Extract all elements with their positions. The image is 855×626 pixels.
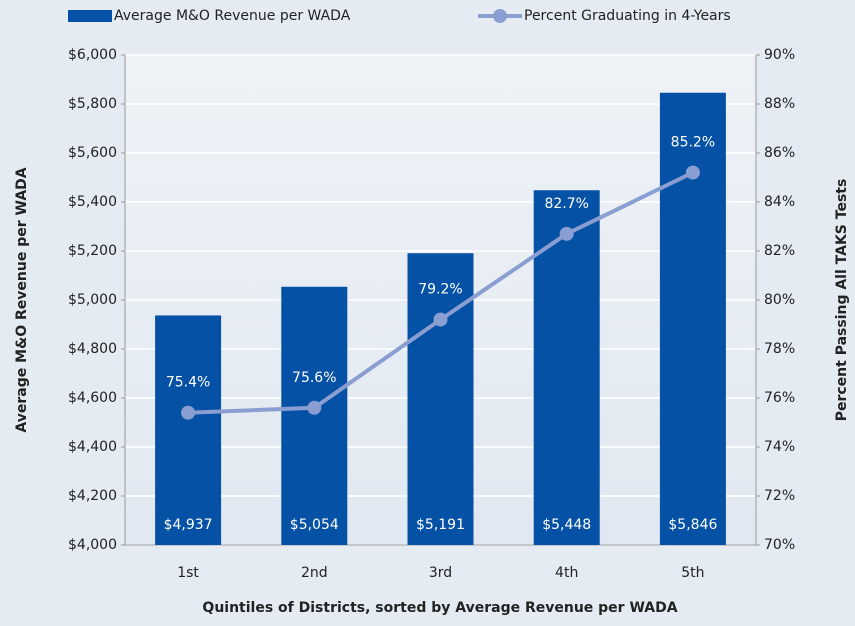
y-tick-label: $4,600 [68, 390, 117, 406]
line-value-label: 82.7% [544, 196, 588, 212]
y2-tick-label: 90% [764, 47, 795, 63]
line-value-label: 79.2% [418, 282, 462, 298]
y2-tick-label: 72% [764, 488, 795, 504]
bar-value-label: $5,191 [416, 517, 465, 533]
x-tick-label: 1st [177, 565, 199, 581]
bar [533, 190, 600, 546]
line-value-label: 75.4% [166, 375, 210, 391]
y2-tick-label: 70% [764, 537, 795, 553]
y-tick-label: $5,200 [68, 243, 117, 259]
legend-label: Percent Graduating in 4-Years [524, 8, 731, 24]
y-tick-label: $5,600 [68, 145, 117, 161]
x-tick-label: 5th [681, 565, 704, 581]
x-tick-label: 4th [555, 565, 578, 581]
y2-tick-label: 78% [764, 341, 795, 357]
y-tick-label: $5,000 [68, 292, 117, 308]
line-point [433, 312, 448, 327]
y-tick-label: $4,800 [68, 341, 117, 357]
legend-swatch [68, 10, 112, 22]
bar [659, 92, 726, 545]
bar-value-label: $4,937 [164, 517, 213, 533]
x-axis-title: Quintiles of Districts, sorted by Averag… [202, 600, 677, 616]
line-value-label: 85.2% [671, 135, 715, 151]
y2-tick-label: 74% [764, 439, 795, 455]
line-point [307, 400, 322, 415]
y-tick-label: $5,400 [68, 194, 117, 210]
y2-tick-label: 88% [764, 96, 795, 112]
bar-value-label: $5,846 [668, 517, 717, 533]
y-tick-label: $4,000 [68, 537, 117, 553]
line-value-label: 75.6% [292, 370, 336, 386]
bar [281, 286, 348, 545]
x-tick-label: 2nd [301, 565, 328, 581]
bar [407, 253, 474, 545]
line-point [559, 226, 574, 241]
legend-label: Average M&O Revenue per WADA [114, 8, 351, 24]
y-tick-label: $4,200 [68, 488, 117, 504]
line-point [685, 165, 700, 180]
y2-tick-label: 76% [764, 390, 795, 406]
y2-tick-label: 82% [764, 243, 795, 259]
y2-tick-label: 86% [764, 145, 795, 161]
legend-swatch [493, 9, 507, 23]
y-tick-label: $5,800 [68, 96, 117, 112]
y2-tick-label: 84% [764, 194, 795, 210]
x-tick-label: 3rd [429, 565, 452, 581]
bar-value-label: $5,448 [542, 517, 591, 533]
y2-tick-label: 80% [764, 292, 795, 308]
y-tick-label: $4,400 [68, 439, 117, 455]
y-tick-label: $6,000 [68, 47, 117, 63]
bar [155, 315, 222, 545]
y2-axis-title: Percent Passing All TAKS Tests [834, 179, 850, 422]
y-axis-title: Average M&O Revenue per WADA [14, 167, 30, 432]
bar-value-label: $5,054 [290, 517, 339, 533]
line-point [181, 405, 196, 420]
